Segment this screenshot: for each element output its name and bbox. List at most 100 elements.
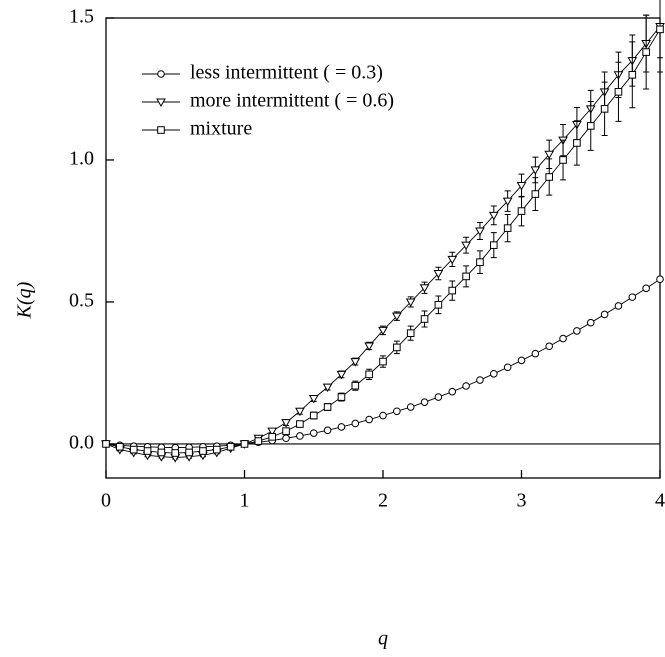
marker xyxy=(447,255,458,265)
marker xyxy=(544,150,555,160)
marker xyxy=(642,284,650,293)
y-tick-label: 0.5 xyxy=(69,290,94,312)
marker xyxy=(116,442,124,451)
marker xyxy=(475,227,485,236)
marker xyxy=(420,398,429,406)
marker xyxy=(295,407,305,417)
marker xyxy=(308,394,319,404)
marker xyxy=(434,300,443,309)
marker xyxy=(600,105,609,113)
marker xyxy=(530,166,541,175)
plot-frame xyxy=(105,17,661,479)
marker xyxy=(157,448,166,457)
marker xyxy=(614,302,623,310)
marker xyxy=(309,411,318,420)
marker xyxy=(213,445,221,454)
marker xyxy=(405,298,416,307)
marker xyxy=(488,211,499,221)
marker xyxy=(171,449,180,457)
marker xyxy=(545,342,554,351)
marker xyxy=(476,376,484,384)
marker xyxy=(102,440,110,448)
marker xyxy=(503,363,512,372)
x-tick-label: 2 xyxy=(378,490,388,512)
marker xyxy=(490,241,498,249)
marker xyxy=(586,318,595,327)
marker xyxy=(656,25,664,34)
marker xyxy=(268,433,276,441)
marker xyxy=(365,415,373,424)
x-axis-label: q xyxy=(378,628,388,650)
marker xyxy=(406,403,415,411)
y-tick-label: 1.5 xyxy=(69,6,94,28)
marker xyxy=(448,387,457,396)
marker xyxy=(378,326,388,336)
legend-marker xyxy=(157,126,165,134)
marker xyxy=(309,429,318,437)
marker xyxy=(351,419,360,428)
marker xyxy=(296,432,304,440)
marker xyxy=(406,329,415,337)
legend-label: more intermittent ( = 0.6) xyxy=(190,90,394,112)
marker xyxy=(391,312,402,322)
marker xyxy=(199,447,207,455)
marker xyxy=(516,182,527,191)
marker xyxy=(503,224,512,232)
x-tick-label: 4 xyxy=(655,490,665,512)
marker xyxy=(240,440,249,448)
marker xyxy=(559,334,567,343)
marker xyxy=(433,270,444,279)
marker xyxy=(434,393,443,401)
marker xyxy=(185,448,193,457)
marker xyxy=(573,327,581,335)
marker xyxy=(448,286,457,295)
marker xyxy=(420,315,429,323)
marker xyxy=(531,190,540,198)
y-axis-label: K(q) xyxy=(14,281,36,319)
marker xyxy=(573,139,581,147)
marker xyxy=(129,445,138,454)
legend-marker xyxy=(157,70,165,78)
marker xyxy=(365,370,373,379)
marker xyxy=(517,207,526,215)
legend-marker xyxy=(156,98,166,108)
marker xyxy=(296,420,304,428)
marker xyxy=(379,411,387,420)
marker xyxy=(323,426,332,435)
x-tick-label: 0 xyxy=(101,490,111,512)
marker xyxy=(337,423,346,431)
error-bar xyxy=(657,0,663,73)
marker xyxy=(517,356,526,365)
marker xyxy=(351,381,360,390)
marker xyxy=(282,427,290,435)
marker xyxy=(323,403,332,411)
marker xyxy=(281,419,291,428)
marker xyxy=(254,437,263,445)
marker xyxy=(393,343,401,352)
marker xyxy=(642,48,650,56)
marker xyxy=(628,293,637,301)
marker xyxy=(282,434,290,443)
marker xyxy=(226,442,235,451)
marker xyxy=(336,370,347,380)
x-tick-label: 3 xyxy=(517,490,527,512)
marker xyxy=(531,349,540,358)
marker xyxy=(614,88,623,96)
marker xyxy=(364,342,375,351)
marker xyxy=(379,357,387,366)
marker xyxy=(350,358,361,367)
marker xyxy=(559,156,567,164)
marker xyxy=(143,447,152,455)
marker xyxy=(462,272,470,281)
marker xyxy=(656,275,664,284)
marker xyxy=(337,393,346,401)
y-tick-label: 0.0 xyxy=(69,432,94,454)
y-tick-label: 1.0 xyxy=(69,148,94,170)
marker xyxy=(476,258,484,266)
marker xyxy=(419,284,430,293)
marker xyxy=(490,369,498,378)
marker xyxy=(586,122,595,130)
x-tick-label: 1 xyxy=(240,490,250,512)
marker xyxy=(628,70,637,79)
